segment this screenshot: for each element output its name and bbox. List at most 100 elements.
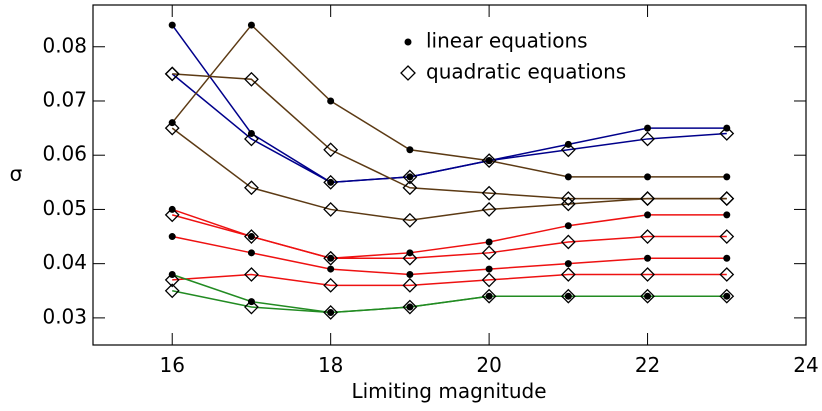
diamond-marker xyxy=(244,131,259,147)
diamond-marker xyxy=(719,267,735,282)
series-line xyxy=(172,235,727,276)
legend-diamond xyxy=(400,65,416,81)
diamond-marker xyxy=(640,267,655,282)
dot-marker xyxy=(644,211,652,219)
dot-marker xyxy=(168,233,176,241)
y-tick-label: 0.05 xyxy=(42,196,87,220)
x-tick-label: 22 xyxy=(635,353,660,377)
diamond-marker xyxy=(402,212,418,228)
dot-marker xyxy=(485,265,493,273)
dot-marker xyxy=(247,130,255,138)
y-tick-label: 0.06 xyxy=(42,142,87,166)
diamond-marker xyxy=(244,71,259,87)
plot-frame xyxy=(92,4,807,346)
x-axis-label: Limiting magnitude xyxy=(351,379,546,403)
diamond-marker xyxy=(323,250,339,266)
x-tick-label: 24 xyxy=(793,353,818,377)
diamond-marker xyxy=(323,142,339,158)
diamond-marker xyxy=(244,299,259,315)
series-line xyxy=(171,23,727,178)
legend-label: linear equations xyxy=(426,29,588,53)
diamond-marker xyxy=(164,283,180,299)
dot-marker xyxy=(168,21,176,29)
diamond-marker xyxy=(164,120,180,136)
diamond-marker xyxy=(560,234,576,250)
y-tick-label: 0.07 xyxy=(42,87,87,111)
dot-marker xyxy=(327,265,335,273)
dot-marker xyxy=(564,140,572,148)
diamond-marker xyxy=(560,191,576,207)
diamond-marker xyxy=(481,288,497,304)
diamond-marker xyxy=(402,299,418,315)
series-line xyxy=(171,127,727,222)
x-tick-label: 20 xyxy=(476,353,501,377)
diamond-marker xyxy=(719,288,735,304)
dot-marker xyxy=(564,222,572,230)
diamond-marker xyxy=(481,245,497,261)
diamond-marker xyxy=(323,174,339,190)
dot-marker xyxy=(168,205,176,213)
diamond-marker xyxy=(164,272,180,288)
dot-marker xyxy=(644,292,652,300)
diamond-marker xyxy=(560,267,576,282)
dot-marker xyxy=(406,146,414,154)
dot-marker xyxy=(406,271,414,279)
series-line xyxy=(172,290,727,314)
diamond-marker xyxy=(244,180,259,196)
series-line xyxy=(172,214,727,259)
legend-dot xyxy=(404,38,412,46)
diamond-marker xyxy=(402,180,418,196)
dot-marker xyxy=(168,119,176,127)
x-tick-label: 18 xyxy=(318,353,343,377)
dot-marker xyxy=(406,303,414,311)
dot-marker xyxy=(644,124,652,132)
dot-marker xyxy=(723,211,731,219)
dot-marker xyxy=(723,292,731,300)
diamond-marker xyxy=(560,288,576,304)
diamond-marker xyxy=(719,229,735,244)
diamond-marker xyxy=(402,169,418,185)
dot-marker xyxy=(723,124,731,132)
diamond-marker xyxy=(164,207,180,223)
y-tick-label: 0.04 xyxy=(42,250,87,274)
diamond-marker xyxy=(640,229,655,244)
dot-marker xyxy=(327,178,335,186)
dot-marker xyxy=(564,173,572,181)
diamond-marker xyxy=(640,288,655,304)
diamond-marker xyxy=(560,196,576,212)
dot-marker xyxy=(644,173,652,181)
dot-marker xyxy=(406,173,414,181)
dot-marker xyxy=(644,254,652,262)
diamond-marker xyxy=(402,277,418,293)
diamond-marker xyxy=(323,305,339,320)
diamond-marker xyxy=(481,202,497,217)
dot-marker xyxy=(723,254,731,262)
dot-marker xyxy=(406,249,414,257)
series-line xyxy=(172,273,727,287)
legend-label: quadratic equations xyxy=(426,60,626,84)
dot-marker xyxy=(168,271,176,279)
dot-marker xyxy=(327,97,335,105)
y-axis-label: σ xyxy=(10,162,23,186)
diamond-marker xyxy=(244,267,259,282)
dot-marker xyxy=(723,173,731,181)
dot-marker xyxy=(485,292,493,300)
diamond-marker xyxy=(323,202,339,217)
dot-marker xyxy=(327,308,335,316)
series-line xyxy=(172,73,727,200)
diamond-marker xyxy=(640,131,655,147)
diamond-marker xyxy=(164,66,180,82)
diamond-marker xyxy=(481,272,497,288)
dot-marker xyxy=(247,21,255,29)
diamond-marker xyxy=(323,277,339,293)
diamond-marker xyxy=(402,250,418,266)
diamond-marker xyxy=(481,153,497,169)
diamond-marker xyxy=(244,229,259,244)
diamond-marker xyxy=(719,191,735,207)
y-tick-label: 0.03 xyxy=(42,304,87,328)
dot-marker xyxy=(247,249,255,257)
series-line xyxy=(171,73,727,184)
diamond-marker xyxy=(640,191,655,207)
dot-marker xyxy=(485,157,493,165)
